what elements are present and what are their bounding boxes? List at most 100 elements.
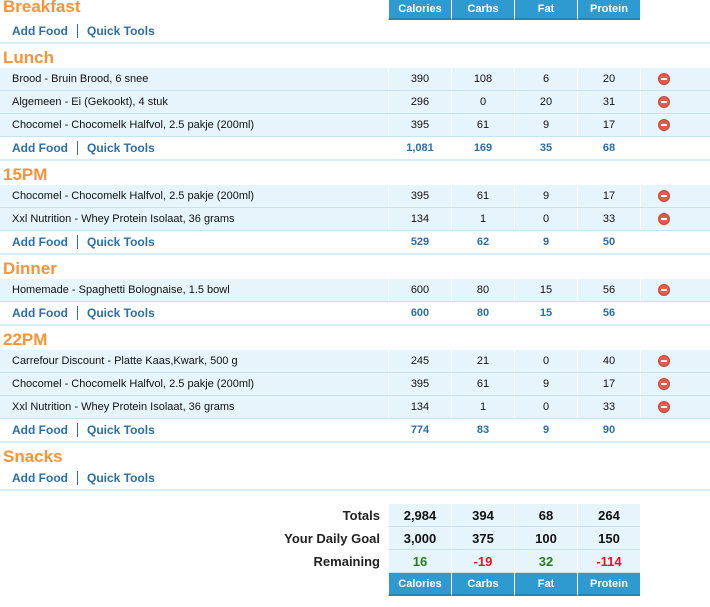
meal-footer-row: Add Food Quick Tools 1,081 169 35 68 [0, 137, 710, 161]
meal-total-carbs: 80 [451, 302, 514, 324]
delete-entry-button[interactable] [640, 68, 686, 90]
add-food-link[interactable]: Add Food [12, 306, 68, 320]
add-food-link[interactable]: Add Food [12, 423, 68, 437]
column-header-calories: Calories [388, 573, 451, 596]
minus-circle-icon [657, 213, 670, 225]
delete-entry-button[interactable] [640, 350, 686, 372]
meal-title: Lunch [3, 48, 54, 67]
meal-header: Breakfast Calories Carbs Fat Protein [0, 0, 710, 20]
add-food-link[interactable]: Add Food [12, 471, 68, 485]
food-name[interactable]: Chocomel - Chocomelk Halfvol, 2.5 pakje … [12, 119, 255, 131]
meal-actions: Add Food Quick Tools [0, 471, 388, 485]
food-carbs: 0 [451, 91, 514, 113]
meal-section-dinner: Dinner Homemade - Spaghetti Bolognaise, 1… [0, 257, 710, 326]
spacer [640, 467, 686, 489]
meal-total-protein [577, 467, 640, 489]
food-entry-row: Brood - Bruin Brood, 6 snee 390 108 6 20 [0, 68, 710, 91]
summary-carbs: 394 [451, 504, 514, 527]
summary-fat: 100 [514, 527, 577, 550]
meal-title: Snacks [3, 447, 63, 466]
food-entry-row: Xxl Nutrition - Whey Protein Isolaat, 36… [0, 396, 710, 419]
food-protein: 20 [577, 68, 640, 90]
food-carbs: 61 [451, 185, 514, 207]
food-entry-row: Chocomel - Chocomelk Halfvol, 2.5 pakje … [0, 185, 710, 208]
summary-row-totals: Totals 2,984 394 68 264 [0, 504, 710, 527]
quick-tools-link[interactable]: Quick Tools [86, 141, 155, 155]
food-name[interactable]: Chocomel - Chocomelk Halfvol, 2.5 pakje … [12, 190, 255, 202]
food-fat: 9 [514, 114, 577, 136]
quick-tools-link[interactable]: Quick Tools [86, 235, 155, 249]
quick-tools-link[interactable]: Quick Tools [86, 24, 155, 38]
meal-section-22pm: 22PM Carrefour Discount - Platte Kaas,Kwa… [0, 328, 710, 443]
food-carbs: 1 [451, 396, 514, 418]
food-fat: 9 [514, 185, 577, 207]
summary-row-your-daily-goal: Your Daily Goal 3,000 375 100 150 [0, 527, 710, 550]
quick-tools-link[interactable]: Quick Tools [86, 306, 155, 320]
delete-entry-button[interactable] [640, 185, 686, 207]
summary-calories: 3,000 [388, 527, 451, 550]
minus-circle-icon [657, 378, 670, 390]
meal-total-calories: 774 [388, 419, 451, 441]
meal-total-fat [514, 20, 577, 42]
add-food-link[interactable]: Add Food [12, 141, 68, 155]
delete-entry-button[interactable] [640, 114, 686, 136]
meal-title: 22PM [3, 330, 48, 349]
column-header-protein: Protein [577, 0, 640, 20]
column-header-carbs: Carbs [451, 573, 514, 596]
meal-section-lunch: Lunch Brood - Bruin Brood, 6 snee 390 108 6 2… [0, 46, 710, 161]
food-protein: 17 [577, 185, 640, 207]
delete-entry-button[interactable] [640, 279, 686, 301]
meal-total-calories: 529 [388, 231, 451, 253]
quick-tools-link[interactable]: Quick Tools [86, 423, 155, 437]
food-calories: 600 [388, 279, 451, 301]
minus-circle-icon [657, 401, 670, 413]
summary-label: Remaining [313, 554, 380, 569]
food-name[interactable]: Carrefour Discount - Platte Kaas,Kwark, … [12, 355, 238, 367]
column-footer: Calories Carbs Fat Protein [388, 573, 640, 596]
spacer [640, 302, 686, 324]
meal-total-carbs [451, 467, 514, 489]
food-protein: 17 [577, 373, 640, 395]
summary-calories: 2,984 [388, 504, 451, 527]
food-protein: 33 [577, 208, 640, 230]
food-name[interactable]: Algemeen - Ei (Gekookt), 4 stuk [12, 96, 168, 108]
food-fat: 6 [514, 68, 577, 90]
add-food-link[interactable]: Add Food [12, 235, 68, 249]
food-entry-row: Xxl Nutrition - Whey Protein Isolaat, 36… [0, 208, 710, 231]
summary-label: Totals [342, 508, 380, 523]
food-entry-row: Algemeen - Ei (Gekookt), 4 stuk 296 0 20 31 [0, 91, 710, 114]
food-name[interactable]: Brood - Bruin Brood, 6 snee [12, 73, 149, 85]
meal-total-protein: 68 [577, 137, 640, 159]
food-calories: 245 [388, 350, 451, 372]
summary-protein: -114 [577, 550, 640, 573]
food-calories: 395 [388, 114, 451, 136]
minus-circle-icon [657, 96, 670, 108]
delete-entry-button[interactable] [640, 373, 686, 395]
food-fat: 20 [514, 91, 577, 113]
food-name[interactable]: Homemade - Spaghetti Bolognaise, 1.5 bow… [12, 284, 230, 296]
delete-entry-button[interactable] [640, 396, 686, 418]
column-header-fat: Fat [514, 573, 577, 596]
food-name[interactable]: Chocomel - Chocomelk Halfvol, 2.5 pakje … [12, 378, 255, 390]
food-name[interactable]: Xxl Nutrition - Whey Protein Isolaat, 36… [12, 401, 235, 413]
quick-tools-link[interactable]: Quick Tools [86, 471, 155, 485]
meal-actions: Add Food Quick Tools [0, 423, 388, 437]
meal-total-protein: 56 [577, 302, 640, 324]
summary-carbs: -19 [451, 550, 514, 573]
add-food-link[interactable]: Add Food [12, 24, 68, 38]
meal-total-protein [577, 20, 640, 42]
meal-section-15pm: 15PM Chocomel - Chocomelk Halfvol, 2.5 pa… [0, 163, 710, 255]
meal-total-protein: 90 [577, 419, 640, 441]
food-entry-row: Chocomel - Chocomelk Halfvol, 2.5 pakje … [0, 114, 710, 137]
food-calories: 390 [388, 68, 451, 90]
food-protein: 31 [577, 91, 640, 113]
summary-calories: 16 [388, 550, 451, 573]
delete-entry-button[interactable] [640, 208, 686, 230]
meal-total-carbs: 169 [451, 137, 514, 159]
spacer [640, 231, 686, 253]
food-name[interactable]: Xxl Nutrition - Whey Protein Isolaat, 36… [12, 213, 235, 225]
summary-protein: 150 [577, 527, 640, 550]
link-separator [76, 471, 78, 485]
link-separator [76, 235, 78, 249]
delete-entry-button[interactable] [640, 91, 686, 113]
